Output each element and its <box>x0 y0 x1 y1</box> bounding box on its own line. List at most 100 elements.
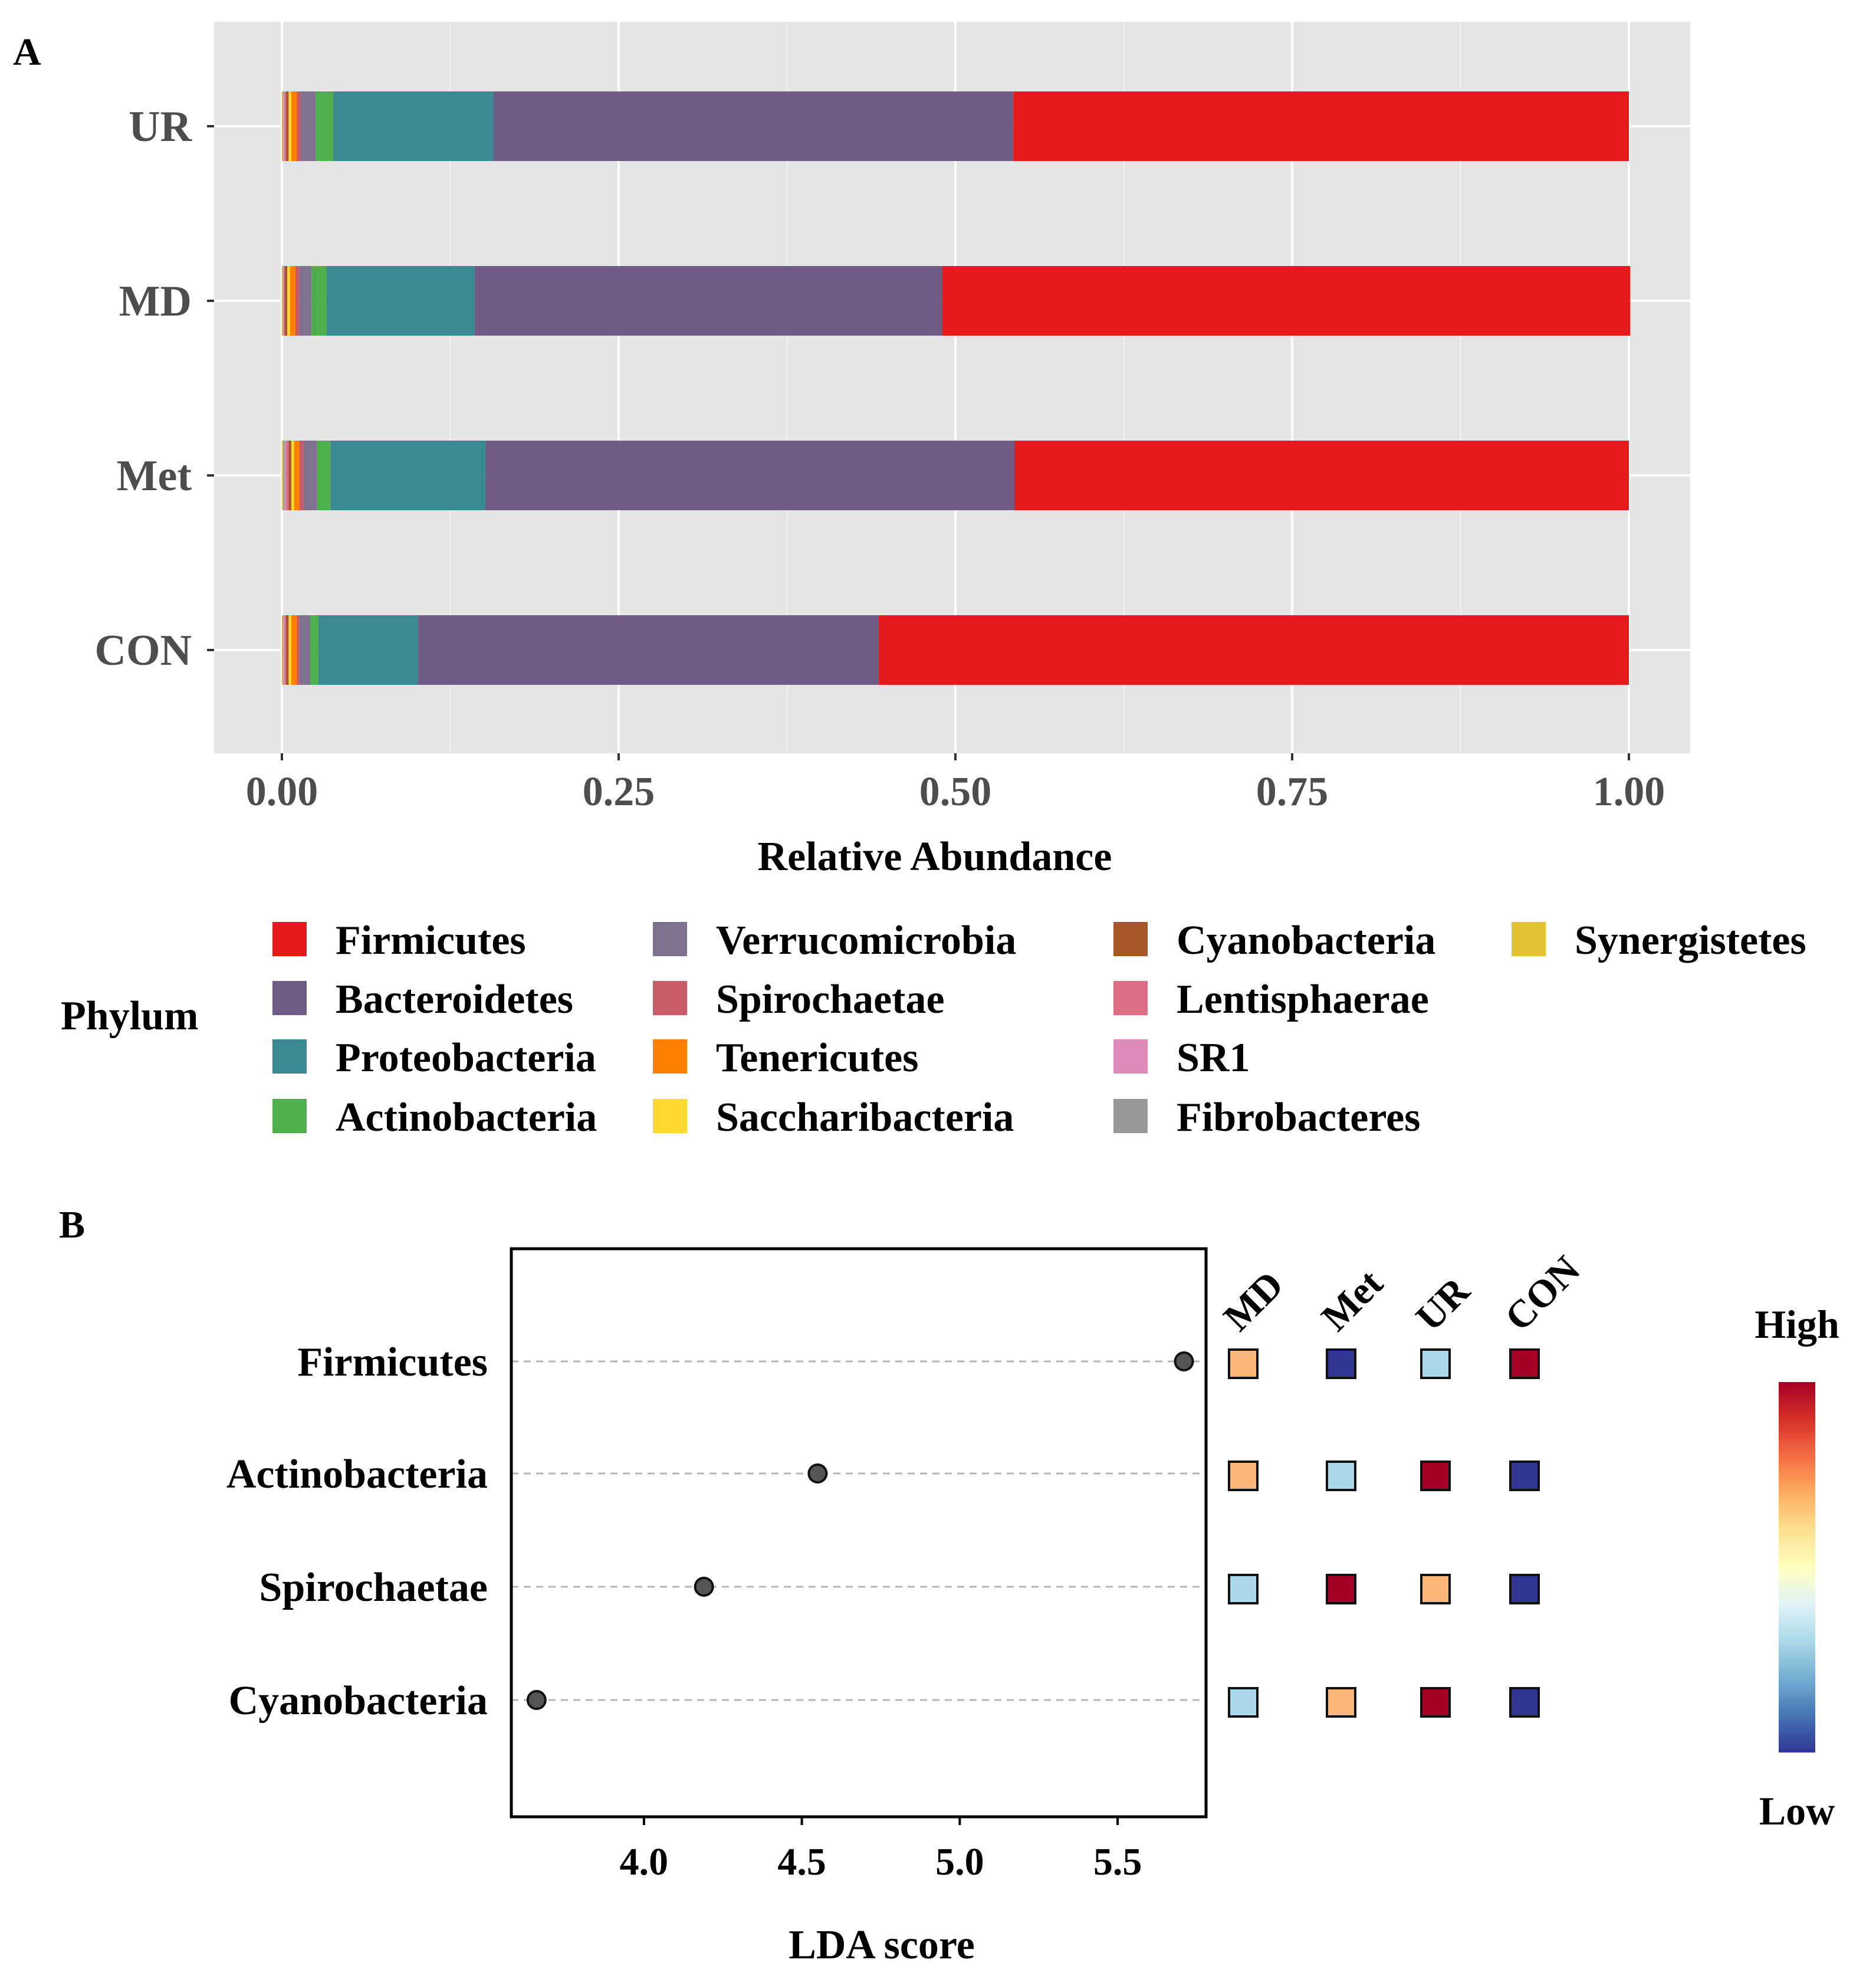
x-tick-label: 0.50 <box>919 769 992 815</box>
bar-segment-sr1 <box>283 91 285 161</box>
bar-segment-lentisphaerae <box>285 441 289 510</box>
bar-segment-verrucomicrobia <box>303 441 317 510</box>
lda-rows: Firmicutes Actinobacteria Spirochaetae Cyan… <box>226 1340 1203 1724</box>
legend-swatch <box>1113 922 1148 956</box>
scale-high-label: High <box>1755 1302 1839 1347</box>
heatmap <box>1228 1348 1540 1718</box>
heatmap-cell <box>1326 1461 1356 1491</box>
bar-segment-fibrobacteres <box>283 441 285 510</box>
heatmap-cell <box>1509 1687 1540 1718</box>
stacked-bar-chart: UR MD Met CON 0.00 0.25 0.50 0.75 1.00 Relative… <box>95 22 1690 879</box>
legend-label: Verrucomicrobia <box>716 918 1016 963</box>
bars <box>282 91 1631 685</box>
bar-segment-lentisphaerae <box>284 91 286 161</box>
bar-segment-spirochaetae <box>299 441 304 510</box>
bar-segment-spirochaetae <box>295 266 300 336</box>
group-label: CON <box>1497 1248 1588 1339</box>
heatmap-cell <box>1228 1687 1259 1718</box>
bar-segment-lentisphaerae <box>284 615 286 685</box>
bar-segment-sr1 <box>284 441 286 510</box>
bar-segment-cyanobacteria <box>285 91 289 161</box>
lda-x-axis: 4.0 4.5 5.0 5.5 <box>620 1817 1142 1883</box>
heatmap-cell <box>1509 1574 1540 1604</box>
bar-segment-verrucomicrobia <box>300 91 316 161</box>
bar-segment-cyanobacteria <box>284 266 288 336</box>
legend-label: Firmicutes <box>336 918 526 963</box>
heatmap-cell <box>1326 1348 1356 1379</box>
bar-segment-actinobacteria <box>311 266 327 336</box>
y-axis: UR MD Met CON <box>95 103 214 675</box>
heatmap-cell <box>1420 1687 1451 1718</box>
bar-segment-fibrobacteres <box>282 266 284 336</box>
bar-segment-saccharibacteria <box>291 441 294 510</box>
legend-label: Lentisphaerae <box>1177 977 1429 1022</box>
legend-label: Proteobacteria <box>336 1035 596 1081</box>
heatmap-cell <box>1326 1574 1356 1604</box>
bar-segment-saccharibacteria <box>288 91 291 161</box>
bar-segment-spirochaetae <box>297 91 301 161</box>
group-label: Met <box>1313 1262 1391 1340</box>
bar-segment-spirochaetae <box>297 615 300 685</box>
x-axis: 0.00 0.25 0.50 0.75 1.00 <box>246 753 1665 815</box>
group-label: MD <box>1215 1263 1292 1339</box>
y-tick-label: MD <box>119 277 192 326</box>
legend: Phylum Firmicutes Bacteroidetes Proteobact… <box>61 918 1806 1140</box>
panel-b-label: B <box>59 1203 85 1246</box>
bar-segment-cyanobacteria <box>285 615 289 685</box>
bar-segment-synergistetes <box>282 441 284 510</box>
feature-label: Firmicutes <box>297 1340 488 1385</box>
legend-swatch <box>272 1039 307 1074</box>
feature-label: Cyanobacteria <box>229 1678 488 1724</box>
heatmap-cell <box>1420 1574 1451 1604</box>
bar-segment-fibrobacteres <box>282 615 284 685</box>
bar-segment-firmicutes <box>942 266 1631 336</box>
y-tick-label: Met <box>117 452 192 500</box>
bar-segment-tenericutes <box>291 615 297 685</box>
lda-chart: Firmicutes Actinobacteria Spirochaetae Cyan… <box>226 1247 1839 1968</box>
panel-a-label: A <box>13 31 41 74</box>
legend-label: Tenericutes <box>716 1035 918 1081</box>
legend-swatch <box>653 922 687 956</box>
bar-segment-actinobacteria <box>317 441 331 510</box>
bar-segment-tenericutes <box>294 441 300 510</box>
lda-point <box>526 1690 547 1710</box>
heatmap-cell <box>1420 1461 1451 1491</box>
x-tick-label: 1.00 <box>1593 769 1665 815</box>
heatmap-cell <box>1228 1461 1259 1491</box>
lda-x-tick-label: 5.5 <box>1093 1840 1142 1883</box>
x-tick-label: 0.00 <box>246 769 318 815</box>
y-tick-label: CON <box>95 626 192 675</box>
heatmap-cell <box>1228 1348 1259 1379</box>
lda-x-tick-label: 5.0 <box>935 1840 984 1883</box>
heatmap-cell <box>1228 1574 1259 1604</box>
legend-title: Phylum <box>61 993 198 1039</box>
lda-x-tick-label: 4.5 <box>777 1840 826 1883</box>
group-label: UR <box>1408 1269 1479 1340</box>
legend-label: Cyanobacteria <box>1177 918 1435 963</box>
legend-label: Saccharibacteria <box>716 1095 1014 1140</box>
bar-segment-proteobacteria <box>333 91 494 161</box>
bar-segment-proteobacteria <box>318 615 418 685</box>
heatmap-cell <box>1509 1348 1540 1379</box>
legend-label: Synergistetes <box>1575 918 1806 963</box>
lda-point <box>1174 1351 1194 1371</box>
bar-segment-saccharibacteria <box>287 266 290 336</box>
scale-low-label: Low <box>1759 1788 1835 1833</box>
bar-segment-proteobacteria <box>326 266 475 336</box>
bar-segment-tenericutes <box>291 91 297 161</box>
lda-point <box>807 1463 828 1484</box>
group-labels: MD Met UR CON <box>1215 1248 1588 1339</box>
bar-segment-fibrobacteres <box>282 91 284 161</box>
bar-segment-sr1 <box>283 615 285 685</box>
x-axis-title: Relative Abundance <box>758 834 1112 879</box>
heatmap-cell <box>1420 1348 1451 1379</box>
color-scale-bar <box>1779 1382 1815 1752</box>
legend-swatch <box>272 981 307 1015</box>
lda-x-axis-title: LDA score <box>788 1922 975 1968</box>
bar-segment-cyanobacteria <box>288 441 291 510</box>
legend-swatch <box>272 922 307 956</box>
bar-segment-verrucomicrobia <box>299 615 310 685</box>
heatmap-cell <box>1509 1461 1540 1491</box>
legend-swatch <box>1113 981 1148 1015</box>
